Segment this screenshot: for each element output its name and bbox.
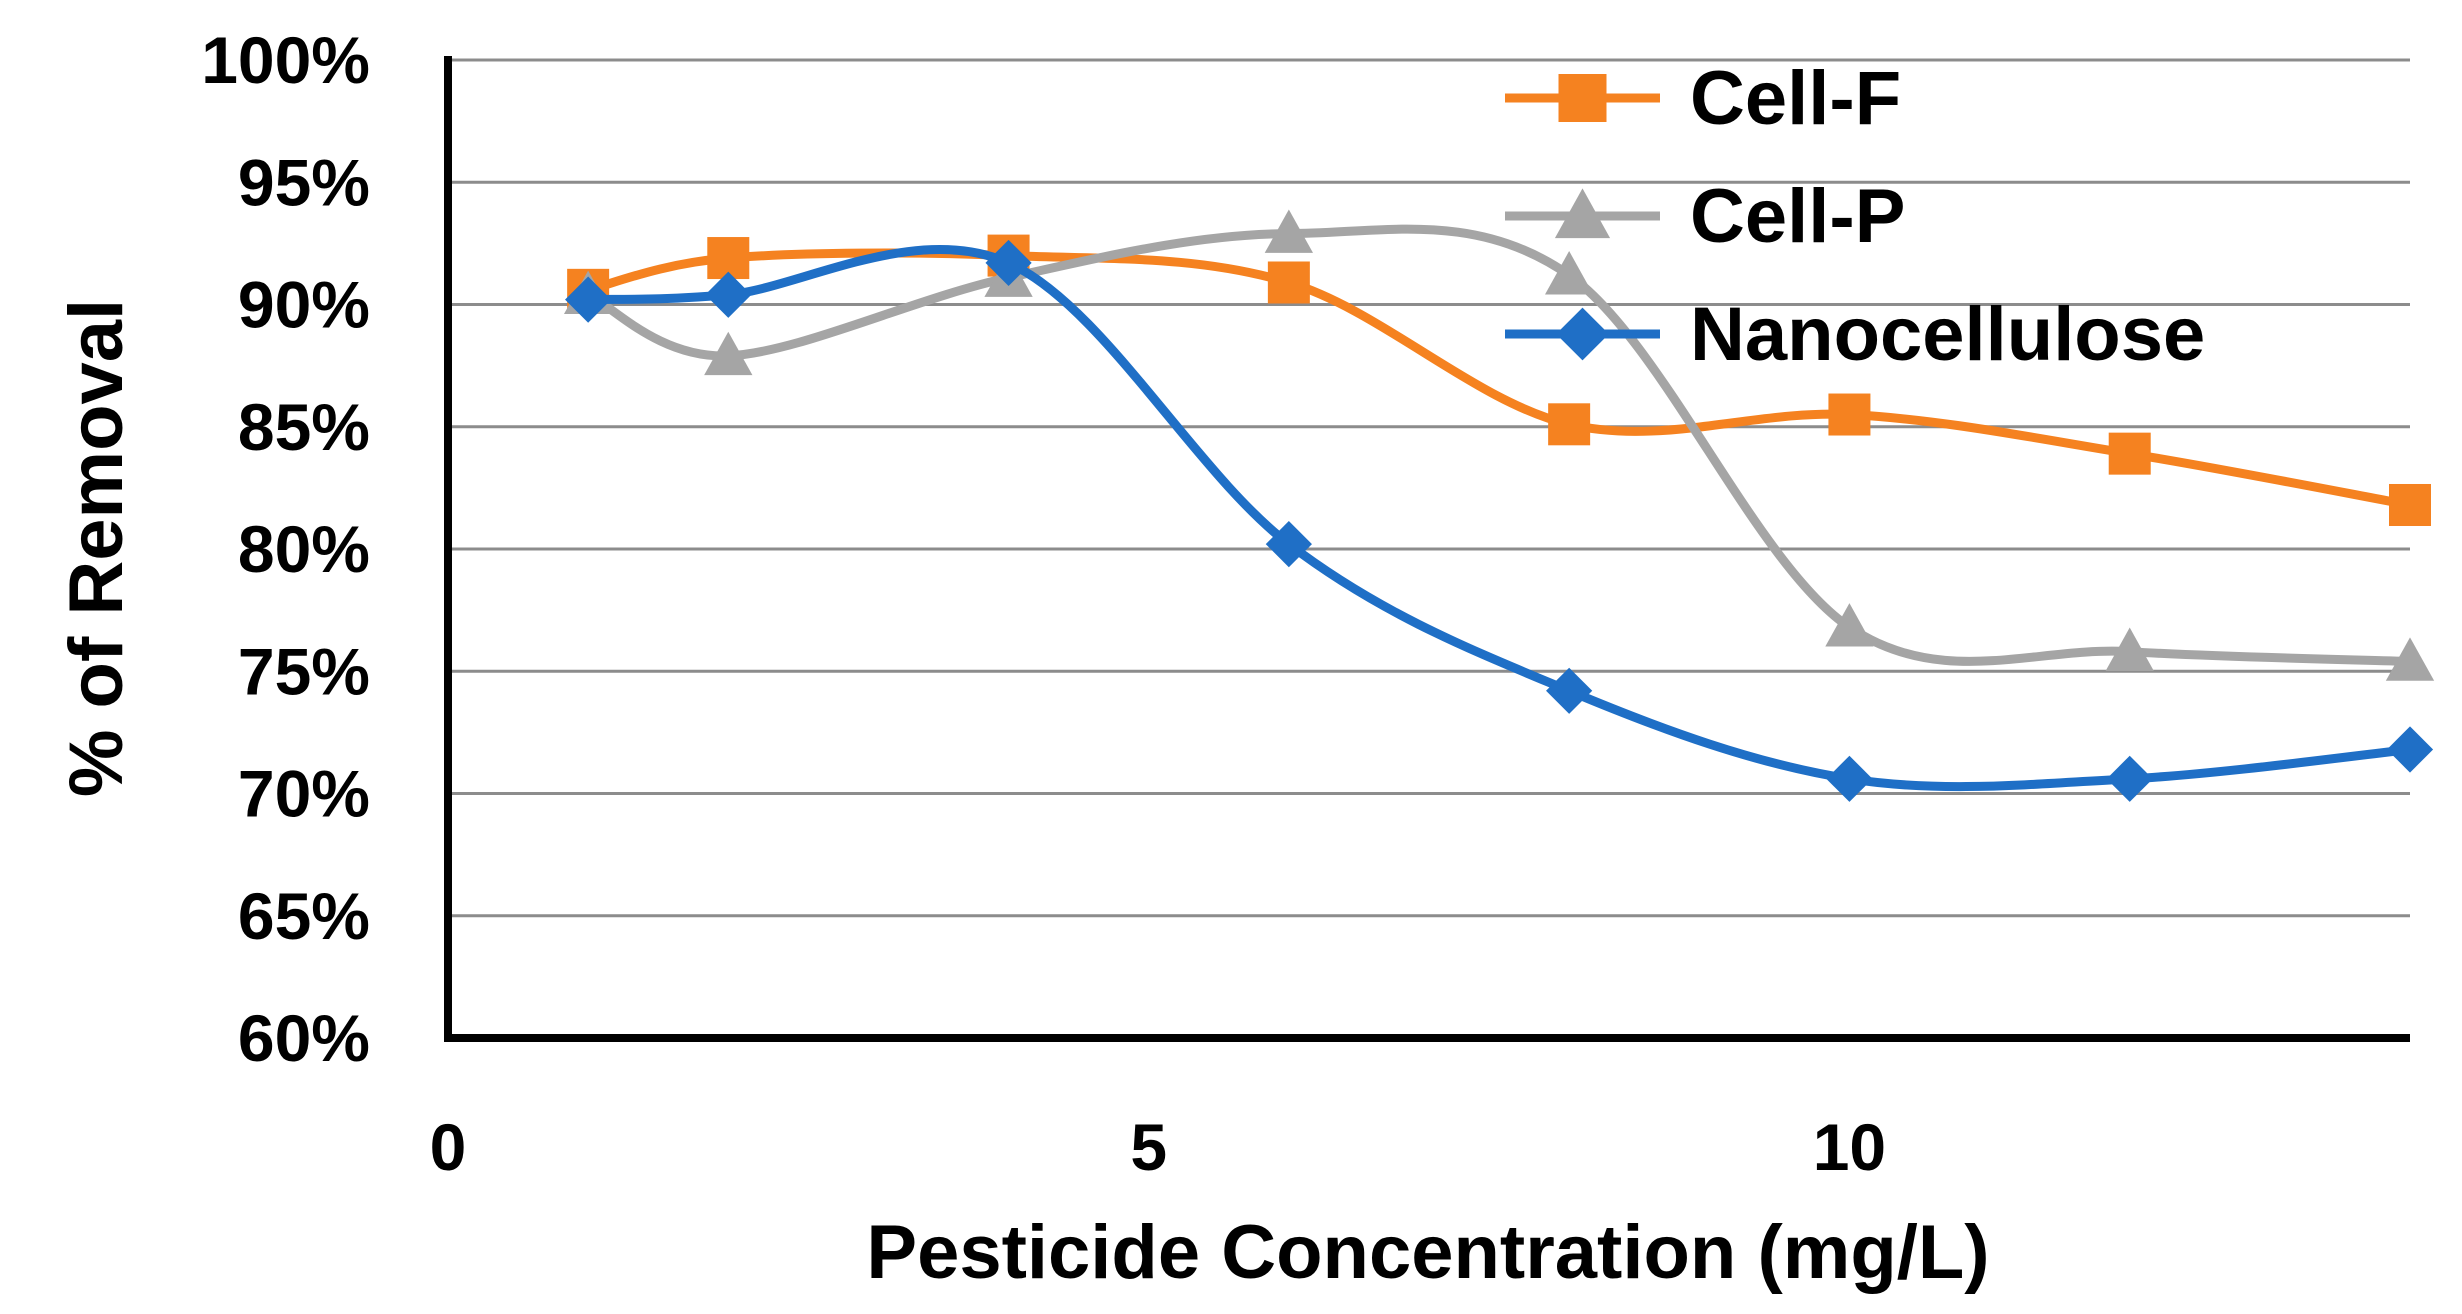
y-tick-label-80: 80%: [238, 512, 370, 586]
point-cell-p-x6: [1264, 209, 1314, 253]
point-cell-p-x10: [1825, 603, 1874, 647]
point-nanocellulose-x2: [705, 271, 752, 318]
point-cell-p-x8: [1544, 251, 1594, 295]
x-axis-title: Pesticide Concentration (mg/L): [866, 1210, 1989, 1295]
legend-label-cell-p: Cell-P: [1690, 174, 1905, 259]
legend: Cell-F Cell-P Nanocellulose: [1505, 56, 2205, 377]
legend-label-nanocellulose: Nanocellulose: [1690, 292, 2205, 377]
point-cell-f-x6: [1267, 261, 1310, 304]
point-cell-f-x8: [1548, 403, 1591, 446]
y-tick-label-75: 75%: [238, 634, 370, 708]
y-tick-label-70: 70%: [238, 757, 370, 831]
point-cell-f-x10: [1828, 393, 1871, 436]
point-nanocellulose-x6: [1265, 521, 1312, 568]
y-tick-label-95: 95%: [238, 145, 370, 219]
point-cell-f-x12: [2108, 432, 2151, 475]
y-tick-label-90: 90%: [238, 268, 370, 342]
legend-marker-nanocellulose: [1556, 307, 1609, 361]
series-line-cell-p: [583, 224, 2415, 666]
point-nanocellulose-x8: [1546, 667, 1593, 714]
point-nanocellulose-x4: [985, 239, 1032, 287]
tick-labels: 60% 65% 70% 75% 80% 85% 90% 95% 100% 0 5 10: [201, 23, 1886, 1184]
y-axis-title: % of Removal: [54, 299, 139, 797]
point-cell-p-x12: [2105, 627, 2154, 672]
series-layer: [563, 209, 2435, 802]
legend-marker-cell-f: [1558, 74, 1607, 122]
series-line-nanocellulose: [583, 244, 2415, 792]
legend-marker-cell-p: [1554, 188, 1611, 239]
x-tick-label-0: 0: [430, 1110, 467, 1184]
series-line-cell-f: [583, 248, 2415, 510]
point-nanocellulose-x12: [2106, 755, 2153, 802]
x-tick-label-10: 10: [1813, 1110, 1886, 1184]
point-cell-p-x14: [2385, 637, 2435, 681]
legend-label-cell-f: Cell-F: [1690, 56, 1901, 141]
y-tick-label-100: 100%: [201, 23, 370, 97]
point-nanocellulose-x10: [1826, 755, 1873, 802]
x-tick-label-5: 5: [1130, 1110, 1167, 1184]
axes: [444, 56, 2410, 1042]
y-tick-label-60: 60%: [238, 1001, 370, 1075]
point-nanocellulose-x1: [565, 276, 612, 323]
point-cell-f-x14: [2389, 483, 2431, 526]
y-tick-label-85: 85%: [238, 390, 370, 464]
point-cell-p-x2: [704, 331, 753, 376]
point-nanocellulose-x14: [2386, 726, 2434, 773]
gridlines: [448, 58, 2410, 918]
y-tick-label-65: 65%: [238, 879, 370, 953]
